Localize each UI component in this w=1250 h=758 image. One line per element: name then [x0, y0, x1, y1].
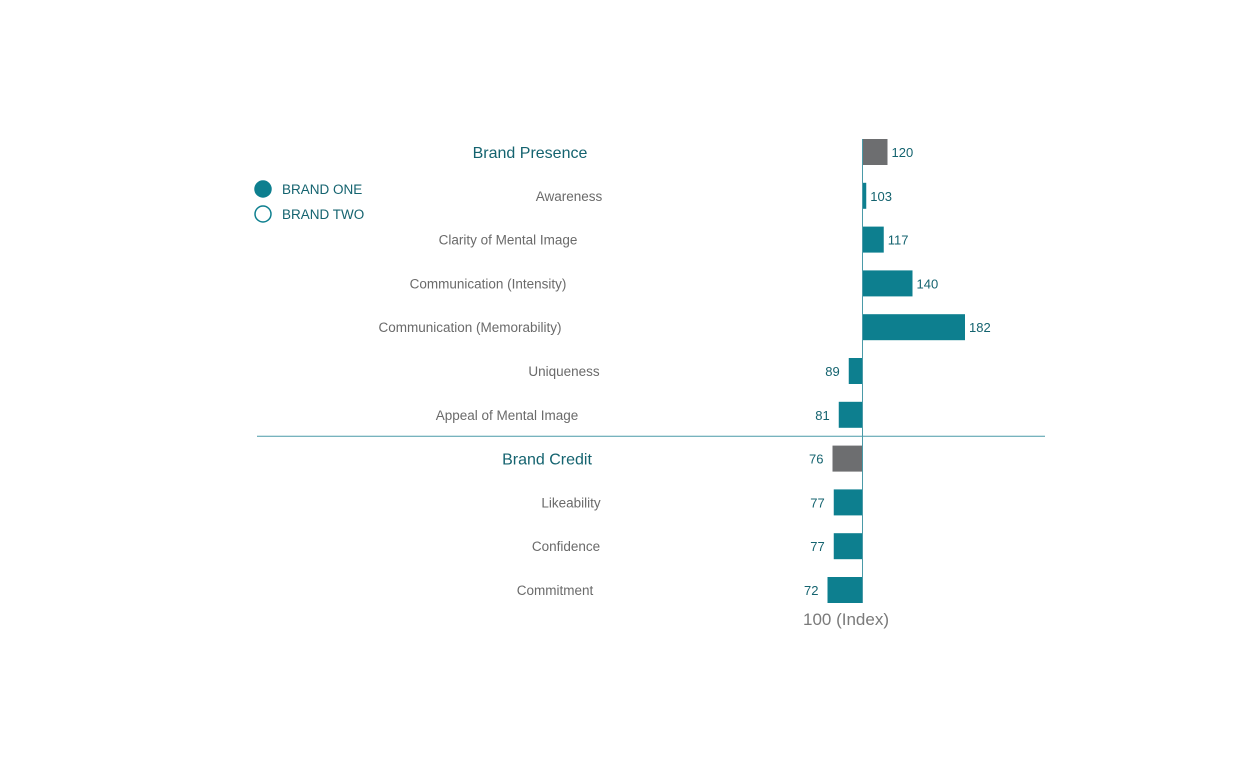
- category-label: Awareness: [536, 189, 603, 204]
- category-label: Likeability: [541, 495, 601, 510]
- item-bar: [833, 489, 863, 516]
- value-label: 103: [870, 189, 892, 204]
- item-bar: [862, 270, 913, 297]
- item-bar: [862, 226, 884, 253]
- value-label: 89: [825, 364, 839, 379]
- category-label: Uniqueness: [528, 364, 600, 379]
- value-label: 77: [810, 539, 824, 554]
- category-label: Communication (Memorability): [378, 320, 561, 335]
- item-bar: [833, 533, 863, 560]
- category-label: Confidence: [532, 539, 600, 554]
- group-bar: [832, 445, 863, 472]
- baseline-label: 100 (Index): [803, 610, 889, 629]
- legend-marker-filled: [254, 180, 272, 198]
- category-label: Appeal of Mental Image: [436, 408, 579, 423]
- value-label: 120: [892, 145, 914, 160]
- category-label: Clarity of Mental Image: [439, 233, 578, 248]
- legend-label: BRAND ONE: [282, 182, 362, 197]
- item-bar: [862, 314, 965, 341]
- item-bar: [827, 577, 863, 603]
- value-label: 76: [809, 452, 823, 467]
- value-label: 77: [810, 495, 824, 510]
- item-bar: [838, 401, 863, 428]
- legend-label: BRAND TWO: [282, 207, 364, 222]
- group-bar: [862, 139, 888, 165]
- item-bar: [862, 182, 867, 209]
- value-label: 140: [917, 276, 939, 291]
- value-label: 81: [815, 408, 829, 423]
- legend-marker-outline: [254, 205, 272, 223]
- group-label: Brand Credit: [502, 452, 592, 469]
- value-label: 117: [888, 233, 909, 248]
- value-label: 72: [804, 583, 818, 598]
- category-label: Commitment: [517, 583, 594, 598]
- value-label: 182: [969, 320, 991, 335]
- group-label: Brand Presence: [473, 145, 588, 162]
- category-label: Communication (Intensity): [410, 276, 567, 291]
- item-bar: [848, 358, 863, 384]
